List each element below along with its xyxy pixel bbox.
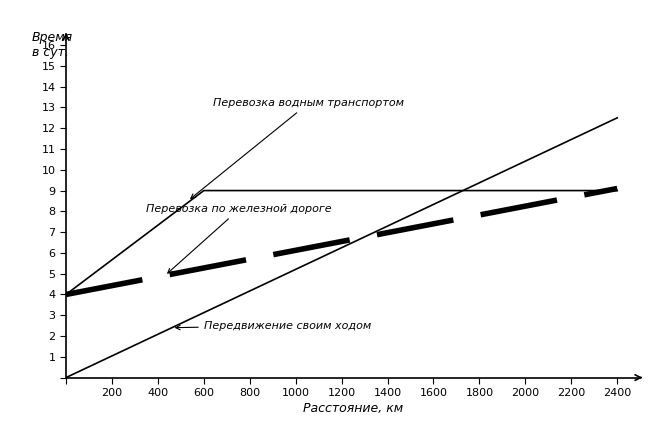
Text: Передвижение своим ходом: Передвижение своим ходом	[176, 321, 371, 331]
Y-axis label: Время
в сут.: Время в сут.	[32, 31, 73, 59]
Text: Перевозка по железной дороге: Перевозка по железной дороге	[147, 204, 332, 273]
X-axis label: Расстояние, км: Расстояние, км	[303, 402, 403, 415]
Text: Перевозка водным транспортом: Перевозка водным транспортом	[191, 98, 404, 198]
